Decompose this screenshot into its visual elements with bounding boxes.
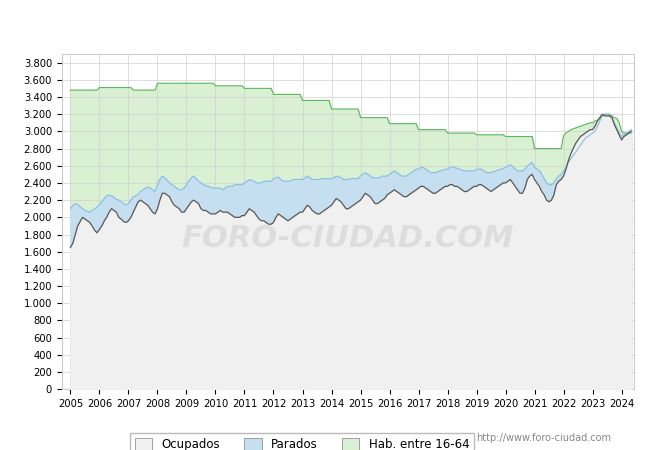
- Legend: Ocupados, Parados, Hab. entre 16-64: Ocupados, Parados, Hab. entre 16-64: [130, 433, 474, 450]
- Text: Cerceda - Evolucion de la poblacion en edad de Trabajar Mayo de 2024: Cerceda - Evolucion de la poblacion en e…: [72, 17, 578, 31]
- Text: http://www.foro-ciudad.com: http://www.foro-ciudad.com: [476, 433, 611, 443]
- Text: FORO-CIUDAD.COM: FORO-CIUDAD.COM: [181, 224, 514, 253]
